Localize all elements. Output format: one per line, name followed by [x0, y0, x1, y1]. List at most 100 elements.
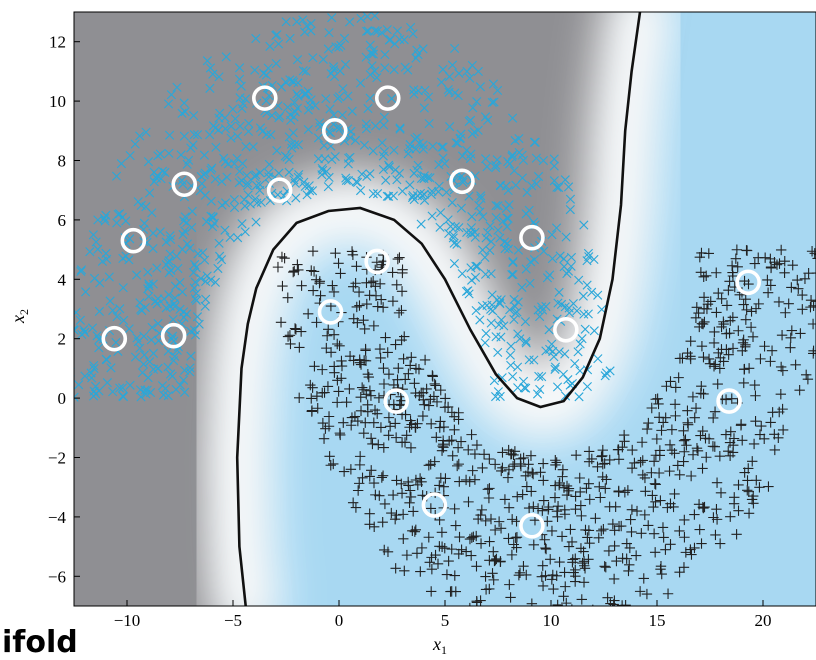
cross-point: [168, 331, 178, 341]
plus-point: [697, 425, 708, 437]
plus-point: [328, 458, 339, 470]
plus-point: [698, 388, 709, 400]
plus-point: [368, 477, 380, 489]
plus-point: [383, 369, 395, 380]
plus-point: [721, 300, 733, 311]
cross-point: [112, 312, 122, 322]
plus-point: [397, 267, 408, 279]
cross-point: [505, 350, 515, 360]
cross-point: [486, 318, 496, 328]
cross-point: [263, 168, 274, 178]
plus-point: [450, 586, 461, 597]
plus-point: [600, 483, 611, 494]
cross-point: [251, 180, 262, 191]
plus-point: [592, 461, 603, 473]
plus-point: [536, 571, 548, 582]
plus-point: [428, 391, 440, 402]
cross-point: [105, 296, 115, 306]
cross-point: [578, 291, 588, 301]
plus-point: [731, 244, 743, 255]
plus-point: [523, 459, 534, 470]
cross-point: [163, 391, 173, 401]
cross-point: [240, 94, 251, 104]
cross-point: [317, 163, 327, 174]
plus-point: [723, 446, 734, 457]
cross-point: [390, 165, 400, 175]
x-tick-label: −10: [114, 611, 141, 630]
plus-point: [510, 532, 521, 543]
cross-point: [565, 194, 576, 204]
plus-point: [489, 459, 501, 470]
cross-point: [144, 281, 154, 291]
cross-point: [355, 78, 366, 88]
cross-point: [111, 171, 122, 181]
cross-point: [74, 307, 81, 318]
cross-point: [197, 179, 207, 189]
plus-point: [376, 472, 388, 483]
cross-point: [389, 145, 399, 155]
cross-point: [440, 158, 450, 169]
cross-point: [438, 142, 448, 152]
plus-point: [383, 412, 395, 423]
cross-point: [334, 92, 345, 102]
cross-point: [548, 346, 558, 357]
cross-point: [164, 130, 175, 140]
plus-point: [354, 300, 365, 311]
plus-point: [668, 501, 679, 513]
plus-point: [594, 481, 605, 493]
plus-point: [771, 259, 783, 270]
plus-point: [656, 568, 667, 580]
plus-point: [434, 480, 445, 491]
plus-point: [396, 334, 407, 346]
cross-point: [210, 174, 220, 184]
cross-point: [202, 56, 212, 66]
cross-point: [328, 62, 339, 72]
plus-point: [345, 464, 357, 475]
plus-point: [409, 526, 421, 537]
cross-point: [533, 171, 544, 182]
cross-point: [194, 319, 204, 329]
plus-point: [720, 429, 732, 440]
plus-point: [584, 537, 595, 549]
cross-point: [503, 244, 514, 254]
cross-point: [266, 130, 276, 140]
plus-point: [393, 307, 405, 319]
plus-point: [775, 244, 787, 256]
cross-point: [139, 218, 149, 228]
cross-point: [177, 175, 187, 185]
plus-point: [738, 377, 749, 389]
plus-point: [799, 273, 811, 285]
plus-point: [403, 368, 414, 379]
cross-point: [412, 132, 422, 142]
plus-point: [394, 399, 405, 410]
cross-point: [487, 300, 497, 310]
cross-point: [403, 65, 413, 75]
plus-point: [456, 544, 467, 555]
cross-point: [206, 211, 216, 221]
cross-point: [265, 41, 275, 51]
plus-point: [478, 449, 490, 460]
plus-point: [649, 478, 661, 489]
plus-point: [580, 618, 590, 628]
cross-point: [242, 178, 253, 188]
plus-point: [698, 303, 710, 314]
plus-point: [682, 419, 694, 430]
plus-point: [436, 541, 448, 552]
plus-point: [503, 502, 515, 513]
cross-point: [290, 140, 300, 150]
plus-point: [425, 503, 437, 514]
plus-point: [399, 437, 411, 448]
cross-point: [101, 210, 111, 220]
plus-point: [346, 246, 358, 257]
x-tick-label: −5: [224, 611, 242, 630]
plus-point: [727, 447, 739, 458]
plus-point: [463, 444, 474, 456]
cross-point: [471, 306, 481, 316]
cross-point: [177, 108, 187, 118]
plus-point: [807, 318, 816, 330]
cross-point: [593, 290, 603, 300]
plus-point: [363, 371, 374, 383]
plus-point: [306, 265, 317, 276]
cross-point: [561, 232, 571, 242]
plus-point: [393, 362, 404, 374]
